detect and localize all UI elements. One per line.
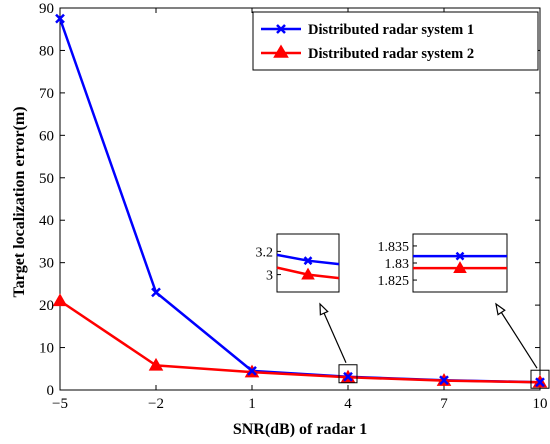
zoom-arrow-line: [495, 303, 538, 369]
inset-y-tick-label: 1.83: [385, 257, 410, 272]
series-1-marker: [535, 377, 545, 388]
legend-label-series-1: Distributed radar system 1: [308, 22, 474, 38]
plot-area-frame: [59, 7, 541, 391]
inset-y-tick-label: 1.835: [378, 240, 410, 255]
inset-y-tick-label: 3: [266, 269, 273, 284]
legend-marker-series-1: [276, 24, 286, 34]
y-axis-label: Target localization error(m): [11, 106, 28, 297]
series-1-marker: [151, 287, 161, 298]
y-tick-label: 90: [39, 1, 54, 17]
series-1-marker: [439, 375, 449, 386]
zoom-arrow-line: [319, 303, 347, 364]
legend-label-series-2: Distributed radar system 2: [308, 46, 474, 62]
y-tick-label: 50: [39, 171, 54, 187]
inset-series-2-marker: [301, 267, 315, 280]
x-tick-label: 1: [248, 396, 256, 412]
series-2-marker: [148, 357, 164, 371]
series-2-marker: [52, 293, 68, 307]
inset-2: 1.835 1.83 1.825: [378, 233, 550, 389]
inset-y-tick-label: 1.825: [378, 274, 410, 289]
zoom-arrow-head: [319, 302, 329, 316]
inset-1: 3.23: [256, 233, 358, 384]
inset-series-1-marker: [455, 251, 465, 261]
inset-series-1-marker: [303, 256, 313, 266]
y-tick-label: 0: [47, 383, 55, 399]
y-tick-label: 80: [39, 43, 54, 59]
legend: Distributed radar system 1 Distributed r…: [252, 11, 539, 71]
zoom-region-box: [530, 369, 550, 389]
x-axis-label: SNR(dB) of radar 1: [233, 421, 367, 438]
series-line-1: [58, 18, 541, 384]
zoom-arrow-head: [495, 302, 506, 316]
tick-labels: −5 −2 1 4 7 10 0 10 20 30 40 50 60 70 80 90: [39, 1, 548, 412]
inset-series-2-marker: [453, 261, 467, 273]
zoom-region-box: [338, 364, 358, 384]
x-tick-label: −5: [52, 396, 68, 412]
y-tick-label: 70: [39, 86, 54, 102]
x-tick-label: −2: [148, 396, 164, 412]
y-tick-label: 20: [39, 298, 54, 314]
series-1-marker: [343, 371, 353, 382]
x-tick-label: 10: [533, 396, 548, 412]
legend-marker-series-2: [273, 44, 289, 58]
series-1-marker: [247, 366, 257, 376]
series-layer: [52, 13, 548, 388]
y-tick-label: 40: [39, 213, 54, 229]
x-tick-label: 4: [344, 396, 352, 412]
y-tick-label: 60: [39, 128, 54, 144]
y-tick-label: 30: [39, 256, 54, 272]
inset-y-tick-label: 3.2: [256, 245, 274, 260]
y-tick-label: 10: [39, 341, 54, 357]
x-tick-label: 7: [440, 396, 448, 412]
series-1-marker: [55, 13, 65, 24]
legend-box: [252, 11, 539, 71]
series-line-2: [59, 299, 541, 384]
